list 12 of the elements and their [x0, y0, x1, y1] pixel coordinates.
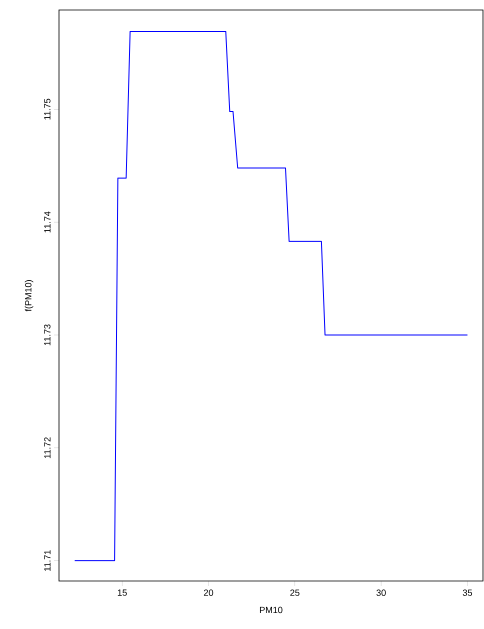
y-tick-label: 11.73 — [44, 324, 50, 346]
y-tick-label: 11.72 — [44, 437, 50, 458]
y-tick-label: 11.74 — [44, 211, 50, 232]
x-tick-label: 35 — [462, 590, 472, 596]
x-axis-title: PM10 — [260, 606, 282, 614]
y-tick-label: 11.75 — [44, 98, 50, 120]
x-tick-label: 15 — [118, 590, 127, 596]
x-tick-label: 25 — [290, 590, 300, 596]
x-tick-label: 30 — [376, 590, 386, 596]
y-tick-label: 11.71 — [44, 550, 50, 571]
y-axis-title: f(PM10) — [24, 280, 34, 312]
x-tick-label: 20 — [204, 590, 214, 596]
